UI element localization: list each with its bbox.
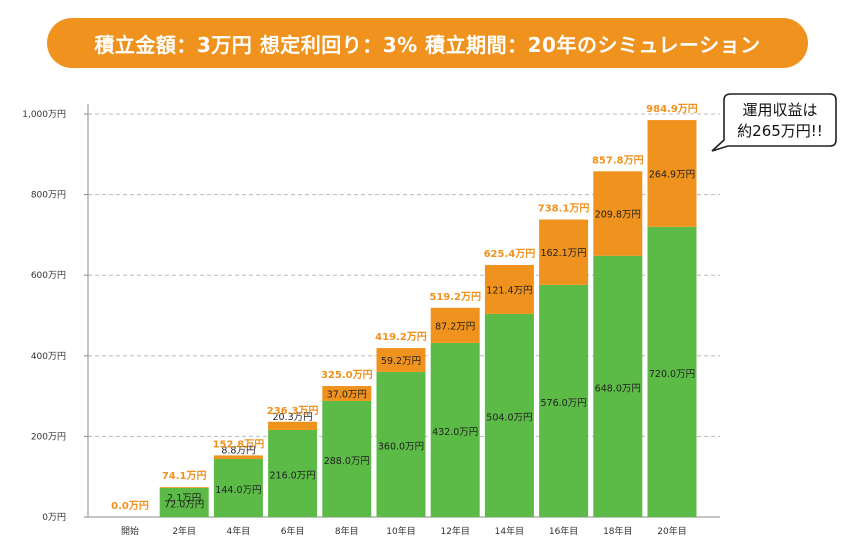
bar-gain bbox=[647, 120, 697, 227]
bar-principal bbox=[539, 284, 589, 517]
y-tick-label: 200万円 bbox=[31, 431, 66, 442]
callout-line-2: 約265万円!! bbox=[737, 122, 823, 140]
principal-value-label: 360.0万円 bbox=[378, 441, 424, 452]
bar-gain bbox=[213, 455, 263, 459]
bar-principal bbox=[213, 458, 263, 517]
bar-principal bbox=[647, 226, 697, 517]
x-tick-label: 6年目 bbox=[281, 525, 305, 537]
bar-principal bbox=[268, 429, 318, 517]
total-value-label: 519.2万円 bbox=[429, 291, 481, 303]
principal-value-label: 72.0万円 bbox=[164, 499, 204, 510]
gain-value-label: 37.0万円 bbox=[327, 389, 367, 400]
callout-shape bbox=[711, 93, 837, 152]
principal-value-label: 216.0万円 bbox=[269, 470, 315, 481]
x-tick-label: 2年目 bbox=[172, 525, 196, 537]
bar-principal bbox=[159, 487, 209, 517]
chart-title: 積立金額：3万円 想定利回り：3% 積立期間：20年のシミュレーション bbox=[94, 32, 761, 57]
bar-principal bbox=[484, 313, 534, 517]
bars bbox=[159, 120, 697, 517]
chart-title-banner: 積立金額：3万円 想定利回り：3% 積立期間：20年のシミュレーション bbox=[47, 18, 808, 68]
total-value-label: 419.2万円 bbox=[375, 331, 427, 343]
x-tick-label: 8年目 bbox=[335, 525, 359, 537]
total-value-label: 0.0万円 bbox=[111, 500, 149, 512]
total-value-label: 325.0万円 bbox=[321, 369, 373, 381]
bar-principal bbox=[430, 342, 480, 517]
y-axis: 0万円 200万円 400万円 600万円 800万円 1,000万円 bbox=[22, 104, 89, 523]
bar-gain bbox=[159, 487, 209, 488]
gain-value-label: 20.3万円 bbox=[273, 412, 313, 423]
x-tick-label: 18年目 bbox=[603, 525, 632, 537]
callout-bubble: 運用収益は 約265万円!! bbox=[711, 93, 837, 152]
x-tick-label: 16年目 bbox=[549, 525, 578, 537]
gain-value-label: 121.4万円 bbox=[486, 285, 532, 296]
x-tick-label: 20年目 bbox=[657, 525, 686, 537]
y-tick-label: 0万円 bbox=[42, 512, 66, 523]
gain-value-label: 87.2万円 bbox=[435, 321, 475, 332]
bar-gain bbox=[539, 219, 589, 285]
x-tick-label: 14年目 bbox=[495, 525, 524, 537]
principal-value-label: 144.0万円 bbox=[215, 485, 261, 496]
principal-value-label: 504.0万円 bbox=[486, 412, 532, 423]
bar-principal bbox=[593, 255, 643, 517]
x-tick-label: 10年目 bbox=[386, 525, 415, 537]
total-value-label: 984.9万円 bbox=[646, 103, 698, 115]
total-value-label: 236.3万円 bbox=[267, 405, 319, 417]
principal-value-label: 648.0万円 bbox=[595, 383, 641, 394]
y-tick-label: 400万円 bbox=[31, 351, 66, 362]
principal-value-label: 432.0万円 bbox=[432, 427, 478, 438]
gain-value-label: 8.8万円 bbox=[221, 445, 255, 456]
bar-principal bbox=[376, 371, 426, 517]
gain-value-label: 59.2万円 bbox=[381, 356, 421, 367]
bar-gain bbox=[376, 348, 426, 372]
total-value-label: 738.1万円 bbox=[538, 203, 590, 215]
y-tick-label: 600万円 bbox=[31, 270, 66, 281]
y-tick-label: 1,000万円 bbox=[22, 109, 66, 120]
total-value-label: 857.8万円 bbox=[592, 154, 644, 166]
x-tick-label: 4年目 bbox=[227, 525, 251, 537]
x-tick-label: 開始 bbox=[121, 525, 139, 537]
gain-value-label: 2.1万円 bbox=[167, 493, 201, 504]
y-tick-label: 800万円 bbox=[31, 190, 66, 201]
x-tick-label: 12年目 bbox=[440, 525, 469, 537]
callout-line-1: 運用収益は bbox=[742, 101, 817, 119]
bar-gain bbox=[593, 171, 643, 256]
principal-value-label: 288.0万円 bbox=[324, 456, 370, 467]
total-value-label: 625.4万円 bbox=[484, 248, 536, 260]
principal-value-label: 720.0万円 bbox=[649, 369, 695, 380]
gain-value-label: 209.8万円 bbox=[595, 210, 641, 221]
x-axis-labels: 開始 2年目 4年目 6年目 8年目 10年目 12年目 14年目 16年目 18年目 20年目 bbox=[121, 525, 687, 537]
total-value-label: 74.1万円 bbox=[162, 470, 207, 482]
gain-value-label: 264.9万円 bbox=[649, 169, 695, 180]
bar-gain bbox=[484, 264, 534, 314]
bar-gain bbox=[268, 421, 318, 430]
bar-principal bbox=[322, 400, 372, 517]
total-value-label: 152.8万円 bbox=[213, 438, 265, 450]
principal-value-label: 576.0万円 bbox=[540, 398, 586, 409]
bar-gain bbox=[430, 307, 480, 343]
gain-value-label: 162.1万円 bbox=[540, 248, 586, 259]
bar-gain bbox=[322, 386, 372, 401]
